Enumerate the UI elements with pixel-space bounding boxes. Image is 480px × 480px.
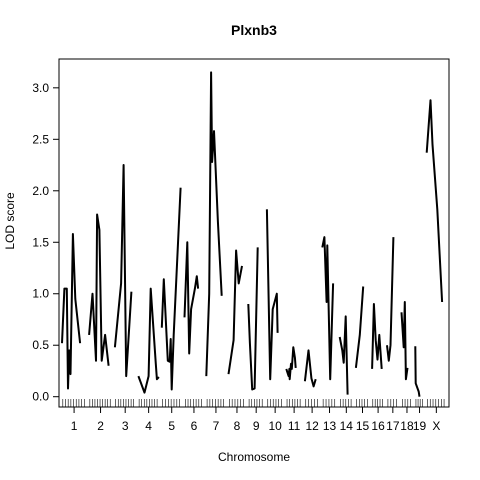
x-tick-label: 1 xyxy=(71,419,78,433)
x-tick-label: 14 xyxy=(340,419,354,433)
lod-line-chr-X xyxy=(425,99,444,303)
y-tick-label: 2.5 xyxy=(32,132,49,146)
x-tick-label: 12 xyxy=(305,419,319,433)
y-tick-label: 0.0 xyxy=(32,390,49,404)
x-tick-label: 17 xyxy=(386,419,400,433)
x-tick-label: X xyxy=(432,419,440,433)
x-axis: 1 2 3 4 5 6 7 8 9 10 11 12 13 14 15 16 17 18 19 X xyxy=(71,407,440,433)
lod-line-chr-8 xyxy=(227,249,243,375)
y-axis-label: LOD score xyxy=(3,192,17,250)
lod-line-chr-11 xyxy=(285,346,297,381)
lod-line-chr-4 xyxy=(137,287,160,394)
x-tick-label: 15 xyxy=(356,419,370,433)
x-tick-label: 19 xyxy=(413,419,427,433)
x-tick-label: 16 xyxy=(371,419,385,433)
lod-line-chr-3 xyxy=(113,164,133,378)
lod-line-chr-14 xyxy=(338,315,349,395)
x-tick-label: 3 xyxy=(122,419,129,433)
lod-line-chr-10 xyxy=(265,209,279,381)
x-tick-label: 4 xyxy=(145,419,152,433)
chart-title: Plxnb3 xyxy=(231,22,277,38)
lod-line-chr-19 xyxy=(414,346,421,397)
x-tick-label: 9 xyxy=(253,419,260,433)
lod-line-chr-7 xyxy=(205,71,223,377)
marker-rug xyxy=(62,399,445,407)
x-tick-label: 18 xyxy=(400,419,414,433)
x-tick-label: 10 xyxy=(268,419,282,433)
plot-frame xyxy=(58,58,450,408)
y-tick-label: 3.0 xyxy=(32,81,49,95)
x-tick-label: 2 xyxy=(97,419,104,433)
x-tick-label: 7 xyxy=(213,419,220,433)
lod-line-chr-1 xyxy=(61,233,82,390)
lod-line-chr-16 xyxy=(371,303,383,369)
x-axis-label: Chromosome xyxy=(218,450,290,464)
x-tick-label: 11 xyxy=(288,419,301,433)
y-tick-label: 2.0 xyxy=(32,184,49,198)
y-tick-label: 1.0 xyxy=(32,287,49,301)
x-tick-label: 13 xyxy=(323,419,337,433)
y-tick-label: 1.5 xyxy=(32,235,49,249)
x-tick-label: 8 xyxy=(234,419,241,433)
lod-line-chr-13 xyxy=(321,236,335,381)
lod-series xyxy=(61,71,444,397)
x-tick-label: 6 xyxy=(191,419,198,433)
lod-line-chr-9 xyxy=(247,247,259,391)
y-axis: 0.0 0.5 1.0 1.5 2.0 2.5 3.0 xyxy=(32,81,59,404)
lod-line-chr-15 xyxy=(354,286,365,369)
lod-line-chr-18 xyxy=(400,301,409,381)
lod-line-chr-6 xyxy=(183,241,200,355)
y-tick-label: 0.5 xyxy=(32,338,49,352)
lod-line-chr-12 xyxy=(303,349,317,388)
lod-line-chr-17 xyxy=(386,237,395,362)
lod-line-chr-2 xyxy=(88,213,110,366)
lod-line-chr-5 xyxy=(160,187,182,391)
x-tick-label: 5 xyxy=(168,419,175,433)
